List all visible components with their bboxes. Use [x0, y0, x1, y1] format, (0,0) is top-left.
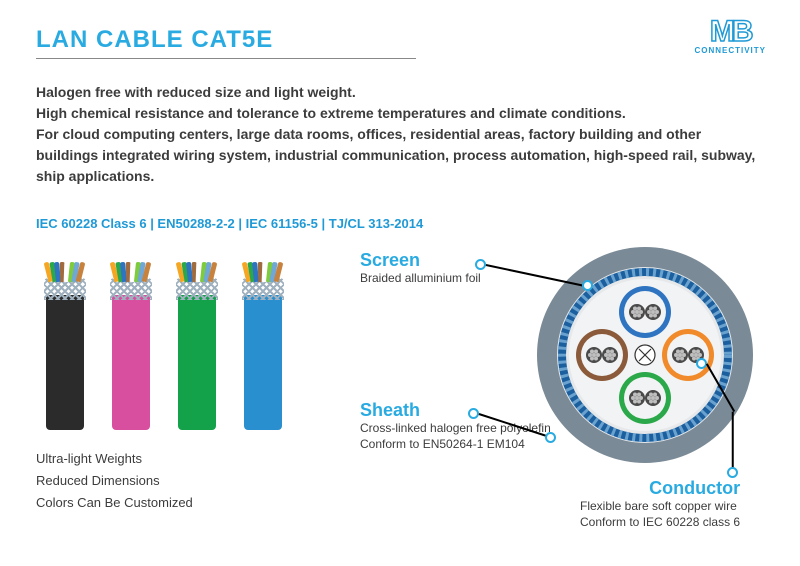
cable-wires: [244, 260, 282, 282]
cable-sheath: [178, 295, 216, 430]
page-title: LAN CABLE CAT5E: [36, 26, 273, 54]
callout-line: [732, 412, 734, 472]
cable-variant: [36, 260, 100, 430]
standards-line: IEC 60228 Class 6 | EN50288-2-2 | IEC 61…: [36, 216, 423, 231]
description-block: Halogen free with reduced size and light…: [36, 82, 764, 187]
logo-mark: MB: [694, 20, 766, 44]
callout-dot-icon: [468, 408, 479, 419]
callout-title: Conductor: [580, 478, 740, 499]
callout-dot-icon: [475, 259, 486, 270]
cable-sheath: [244, 295, 282, 430]
description-line: For cloud computing centers, large data …: [36, 124, 764, 187]
callout-dot-icon: [545, 432, 556, 443]
callout-text: Flexible bare soft copper wire Conform t…: [580, 499, 740, 530]
feature-list: Ultra-light Weights Reduced Dimensions C…: [36, 448, 193, 514]
callout-conductor: Conductor Flexible bare soft copper wire…: [580, 478, 740, 530]
callout-text: Braided alluminium foil: [360, 271, 481, 287]
cable-sheath: [46, 295, 84, 430]
title-underline: [36, 58, 416, 59]
cable-wires: [112, 260, 150, 282]
cable-variants: [36, 250, 306, 430]
cross-section-diagram: [530, 240, 760, 470]
callout-dot-icon: [582, 280, 593, 291]
cable-variant: [168, 260, 232, 430]
description-line: Halogen free with reduced size and light…: [36, 82, 764, 103]
callout-text: Cross-linked halogen free polyolefin Con…: [360, 421, 551, 452]
cable-wires: [46, 260, 84, 282]
cable-wires: [178, 260, 216, 282]
feature-item: Reduced Dimensions: [36, 470, 193, 492]
callout-dot-icon: [727, 467, 738, 478]
feature-item: Ultra-light Weights: [36, 448, 193, 470]
callout-screen: Screen Braided alluminium foil: [360, 250, 481, 287]
logo-subtext: CONNECTIVITY: [694, 46, 766, 55]
cable-variant: [102, 260, 166, 430]
callout-title: Screen: [360, 250, 481, 271]
cable-sheath: [112, 295, 150, 430]
callout-title: Sheath: [360, 400, 551, 421]
brand-logo: MB CONNECTIVITY: [694, 20, 766, 55]
feature-item: Colors Can Be Customized: [36, 492, 193, 514]
cross-section-svg: [530, 240, 760, 470]
cable-variant: [234, 260, 298, 430]
description-line: High chemical resistance and tolerance t…: [36, 103, 764, 124]
